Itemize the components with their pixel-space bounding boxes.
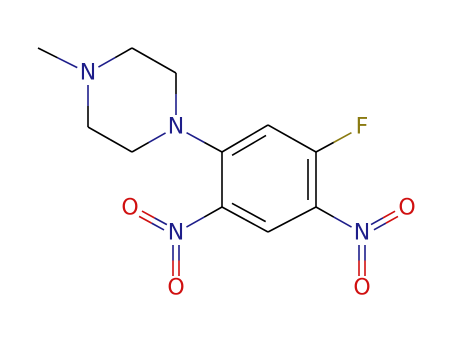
bond (221, 206, 246, 221)
bond (244, 218, 269, 233)
bond (385, 215, 399, 224)
bond (186, 216, 205, 228)
atom-label: F (356, 115, 369, 140)
bond (373, 222, 387, 231)
bond (203, 141, 223, 153)
atom-label: O (398, 196, 415, 221)
bond (315, 206, 335, 218)
bond (37, 47, 58, 59)
bond (244, 124, 269, 140)
atom-label: N (354, 221, 370, 246)
bond (291, 137, 317, 153)
bond (131, 47, 155, 62)
bond (267, 124, 293, 140)
bond (231, 134, 267, 157)
bond (186, 132, 205, 144)
bond (333, 216, 352, 228)
bond (333, 132, 352, 144)
bond (114, 47, 133, 59)
atom-label: N (80, 61, 96, 86)
atom-label: N (168, 221, 184, 246)
bond (203, 206, 223, 218)
bond (141, 210, 155, 219)
bond (138, 215, 152, 224)
bond (231, 202, 267, 223)
bond (87, 126, 111, 141)
bond (315, 141, 335, 153)
bond (109, 138, 133, 153)
bond (131, 141, 150, 153)
bond (153, 59, 177, 74)
bond (291, 206, 317, 221)
atom-label: O (167, 276, 184, 301)
bond (221, 137, 246, 153)
bond (57, 57, 78, 69)
bond (151, 222, 165, 231)
bond (382, 210, 396, 219)
atom-label: O (121, 196, 138, 221)
bond (267, 218, 293, 233)
bond (154, 217, 168, 226)
atom-label: N (168, 115, 184, 140)
bond (98, 56, 116, 68)
atom-label: O (353, 276, 370, 301)
bond (370, 217, 384, 226)
bond (148, 132, 166, 144)
